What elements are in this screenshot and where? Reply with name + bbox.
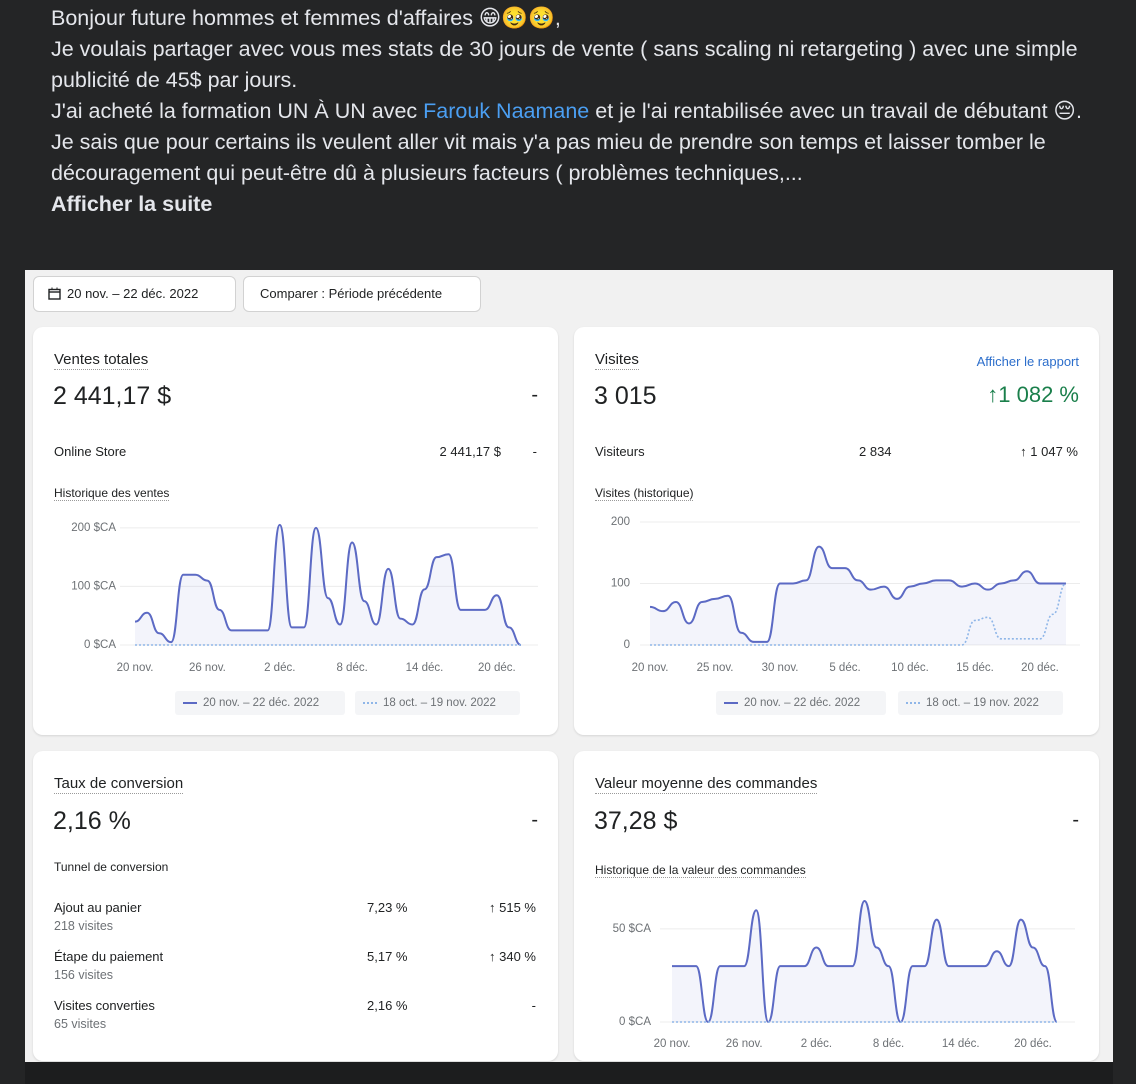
row-label: Étape du paiement — [54, 949, 164, 964]
post-text: Bonjour future hommes et femmes d'affair… — [51, 3, 1091, 220]
calendar-icon — [48, 287, 61, 300]
post-line: Je voulais partager avec vous mes stats … — [51, 37, 1078, 92]
row-label: Online Store — [54, 444, 127, 459]
report-link[interactable]: Afficher le rapport — [976, 354, 1079, 369]
row-label: Visiteurs — [595, 444, 645, 459]
compare-button[interactable]: Comparer : Période précédente — [243, 276, 481, 312]
post-line: J'ai acheté la formation UN À UN avec Fa… — [51, 96, 1091, 127]
card-value: 2,16 % — [53, 807, 131, 835]
date-range: 20 nov. – 22 déc. 2022 — [67, 286, 199, 301]
row-value: 2,16 % — [367, 998, 408, 1013]
card-title: Valeur moyenne des commandes — [595, 775, 818, 794]
card-change: ↑1 082 % — [987, 382, 1079, 407]
chart-title: Historique des ventes — [54, 486, 170, 501]
row-change: - — [531, 998, 536, 1013]
card-change: - — [531, 384, 538, 406]
card-title: Ventes totales — [54, 351, 149, 370]
row-sub: 156 visites — [54, 968, 114, 982]
row-value: 2 441,17 $ — [439, 444, 501, 459]
post-text-part: et je l'ai rentabilisée avec un travail … — [589, 99, 1082, 123]
row-label: Ajout au panier — [54, 900, 142, 915]
row-value: 5,17 % — [367, 949, 408, 964]
card-value: 37,28 $ — [594, 807, 678, 835]
card-aov: Valeur moyenne des commandes 37,28 $ - H… — [574, 751, 1099, 1061]
chart-title: Historique de la valeur des commandes — [595, 863, 806, 878]
footer-bar — [25, 1062, 1113, 1084]
row-change: - — [532, 444, 537, 459]
row-sub: 218 visites — [54, 919, 114, 933]
row-change: ↑ 515 % — [489, 900, 536, 915]
profile-link[interactable]: Farouk Naamane — [423, 99, 590, 123]
post-text-part: J'ai acheté la formation UN À UN avec — [51, 99, 424, 123]
card-change: - — [1072, 809, 1079, 831]
row-value: 7,23 % — [367, 900, 408, 915]
card-title: Visites — [595, 351, 639, 370]
row-change: ↑ 1 047 % — [1020, 444, 1078, 459]
card-sales: Ventes totales 2 441,17 $ - Online Store… — [33, 327, 558, 735]
card-title: Taux de conversion — [54, 775, 184, 794]
compare-label: Comparer : Période précédente — [260, 286, 443, 301]
post-line: Je sais que pour certains ils veulent al… — [51, 130, 1046, 185]
row-label: Visites converties — [54, 998, 155, 1013]
chart-title: Visites (historique) — [595, 486, 694, 501]
card-visits: Visites Afficher le rapport 3 015 ↑1 082… — [574, 327, 1099, 735]
date-picker[interactable]: 20 nov. – 22 déc. 2022 — [33, 276, 236, 312]
see-more[interactable]: Afficher la suite — [51, 192, 213, 216]
card-change: - — [531, 809, 538, 831]
card-conversion: Taux de conversion 2,16 % - Tunnel de co… — [33, 751, 558, 1061]
row-change: ↑ 340 % — [489, 949, 536, 964]
row-sub: 65 visites — [54, 1017, 107, 1031]
funnel-title: Tunnel de conversion — [54, 860, 169, 874]
card-value: 3 015 — [594, 382, 657, 410]
post-line: Bonjour future hommes et femmes d'affair… — [51, 6, 561, 30]
card-value: 2 441,17 $ — [53, 382, 172, 410]
row-value: 2 834 — [859, 444, 892, 459]
